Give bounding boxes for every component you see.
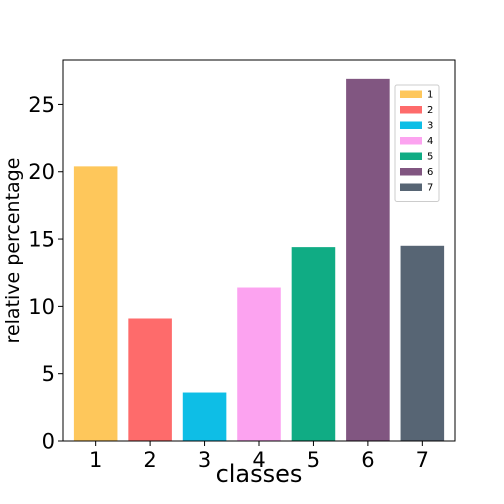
- y-tick-label: 0: [42, 430, 55, 454]
- legend-label-4: 4: [427, 136, 433, 147]
- legend: 1 2 3 4 5 6 7: [394, 84, 440, 202]
- x-axis-title: classes: [216, 460, 303, 488]
- bar-4: [237, 287, 281, 441]
- y-tick-label: 20: [28, 160, 55, 184]
- bar-5: [291, 247, 336, 441]
- x-tick-label: 4: [252, 448, 265, 472]
- bars-layer: [73, 78, 445, 442]
- legend-label-6: 6: [427, 167, 433, 178]
- legend-label-3: 3: [427, 121, 433, 132]
- legend-label-7: 7: [427, 183, 433, 194]
- x-tick-label: 6: [361, 448, 374, 472]
- legend-label-2: 2: [427, 105, 433, 116]
- bar-6: [346, 78, 390, 441]
- legend-swatch-2: [400, 106, 422, 114]
- x-tick-label: 7: [416, 448, 429, 472]
- legend-swatch-4: [400, 137, 422, 145]
- x-tick-label: 1: [89, 448, 102, 472]
- y-tick-label: 5: [42, 362, 55, 386]
- x-tick-label: 2: [143, 448, 156, 472]
- y-axis-title: relative percentage: [2, 158, 24, 344]
- legend-swatch-1: [400, 90, 422, 98]
- y-tick-label: 15: [28, 228, 55, 252]
- legend-swatch-3: [400, 121, 422, 129]
- x-axis: 1 2 3 4 5 6 7: [89, 441, 429, 472]
- legend-swatch-7: [400, 183, 422, 191]
- legend-swatch-6: [400, 168, 422, 176]
- x-tick-label: 3: [198, 448, 211, 472]
- bar-1: [73, 166, 118, 442]
- legend-label-1: 1: [427, 90, 433, 101]
- bar-3: [182, 392, 227, 441]
- y-tick-label: 25: [28, 93, 55, 117]
- y-tick-label: 10: [28, 295, 55, 319]
- bar-7: [400, 245, 445, 441]
- legend-swatch-5: [400, 152, 422, 160]
- legend-label-5: 5: [427, 152, 433, 163]
- bar-2: [128, 318, 172, 441]
- y-axis: 0 5 10 15 20 25: [28, 93, 63, 454]
- x-tick-label: 5: [307, 448, 320, 472]
